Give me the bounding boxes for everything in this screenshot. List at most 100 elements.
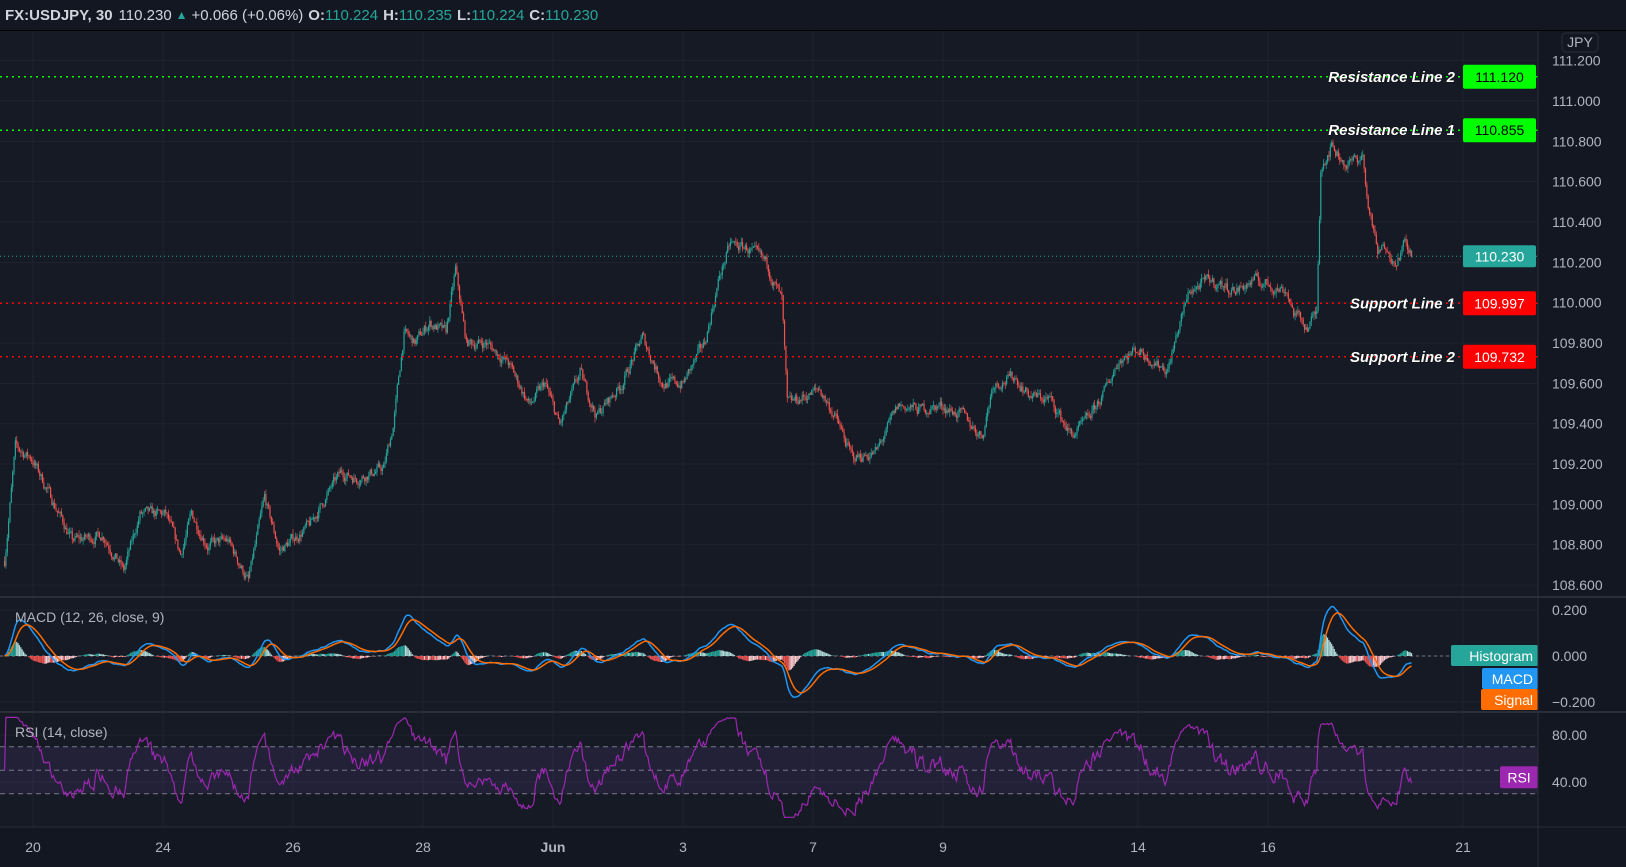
macd-histogram-bar <box>973 656 975 659</box>
candle <box>173 521 175 529</box>
candle <box>597 410 599 415</box>
candle-body <box>17 443 19 448</box>
candle-body <box>934 405 936 410</box>
macd-histogram-bar <box>895 651 897 656</box>
candle-body <box>890 414 893 417</box>
candle-body <box>240 565 243 568</box>
candle-body <box>1370 213 1372 216</box>
candle-body <box>1345 166 1348 169</box>
candle <box>1115 364 1117 370</box>
candle <box>513 365 515 373</box>
candle <box>32 456 34 468</box>
candle-body <box>1393 261 1395 263</box>
candle-body <box>1022 386 1024 393</box>
macd-histogram-bar <box>1332 646 1334 656</box>
candle-body <box>453 275 455 287</box>
candle-body <box>912 403 914 408</box>
currency-button[interactable]: JPY <box>1561 32 1599 53</box>
candle <box>660 382 662 388</box>
macd-histogram-bar <box>1122 654 1124 656</box>
macd-histogram-bar <box>1018 656 1020 659</box>
candle <box>1107 378 1109 383</box>
candle-body <box>850 446 852 450</box>
macd-histogram-bar <box>911 656 913 657</box>
candle-body <box>1252 279 1254 281</box>
macd-histogram-bar <box>1106 652 1108 656</box>
candle-body <box>893 410 895 413</box>
chart-area[interactable] <box>0 31 1538 827</box>
candle <box>1010 368 1012 378</box>
candle <box>1270 282 1272 293</box>
macd-histogram-bar <box>694 652 696 656</box>
candle <box>812 386 814 396</box>
candle-body <box>579 368 581 377</box>
candle <box>1379 249 1381 253</box>
candle <box>924 408 926 415</box>
candle <box>905 408 908 412</box>
candle-body <box>1259 281 1261 287</box>
candle-body <box>676 384 679 388</box>
candle-body <box>678 385 680 388</box>
candle-body <box>389 439 392 447</box>
candle <box>398 375 400 386</box>
candle <box>456 262 458 275</box>
candle-body <box>529 398 531 404</box>
candle-body <box>1141 349 1143 352</box>
macd-histogram-bar <box>1205 656 1207 657</box>
macd-histogram-bar <box>81 655 83 656</box>
candle-body <box>146 506 148 509</box>
macd-histogram-bar <box>234 656 236 658</box>
macd-histogram-bar <box>1329 641 1331 656</box>
candle <box>304 523 306 530</box>
candle <box>333 473 335 487</box>
candle <box>411 335 413 347</box>
candle-body <box>1159 365 1161 368</box>
macd-histogram-bar <box>150 653 152 656</box>
candle-body <box>1186 298 1188 303</box>
candle <box>246 571 248 577</box>
macd-histogram-bar <box>1374 656 1376 667</box>
candle <box>895 404 897 414</box>
candle <box>1406 239 1409 255</box>
candle-body <box>1137 352 1139 354</box>
candle <box>1247 282 1249 289</box>
candle <box>334 472 336 486</box>
candle <box>984 424 986 438</box>
macd-histogram-bar <box>379 655 381 656</box>
macd-histogram-bar <box>567 654 569 656</box>
candle-body <box>1038 393 1040 395</box>
candle <box>842 425 844 433</box>
candle-body <box>970 426 973 429</box>
candle <box>1283 288 1285 297</box>
candle-body <box>152 510 155 514</box>
candle <box>356 477 358 485</box>
candle <box>993 387 996 393</box>
currency-label[interactable]: JPY <box>1567 34 1593 50</box>
candle-body <box>1305 327 1307 330</box>
symbol-name[interactable]: FX:USDJPY, 30 <box>5 6 113 24</box>
candle <box>628 366 630 378</box>
candle-body <box>525 398 527 400</box>
macd-histogram-bar <box>415 656 417 659</box>
macd-histogram-bar <box>1363 656 1365 661</box>
macd-histogram-bar <box>1217 656 1219 660</box>
macd-histogram-bar <box>1019 656 1021 659</box>
candle <box>685 376 687 383</box>
macd-histogram-bar <box>599 656 601 659</box>
candle-body <box>819 389 821 391</box>
candle <box>718 270 721 281</box>
candle <box>689 369 691 375</box>
candle-body <box>249 571 251 578</box>
candle-body <box>1064 422 1066 426</box>
macd-histogram-bar <box>338 654 340 656</box>
macd-histogram-bar <box>900 653 902 656</box>
candle <box>339 467 341 474</box>
candle-body <box>911 405 913 408</box>
candle <box>476 340 478 350</box>
open-label: O: <box>308 6 325 24</box>
macd-histogram-bar <box>442 656 444 660</box>
candle <box>115 553 117 560</box>
candle <box>361 475 363 483</box>
candle-body <box>1303 324 1306 330</box>
